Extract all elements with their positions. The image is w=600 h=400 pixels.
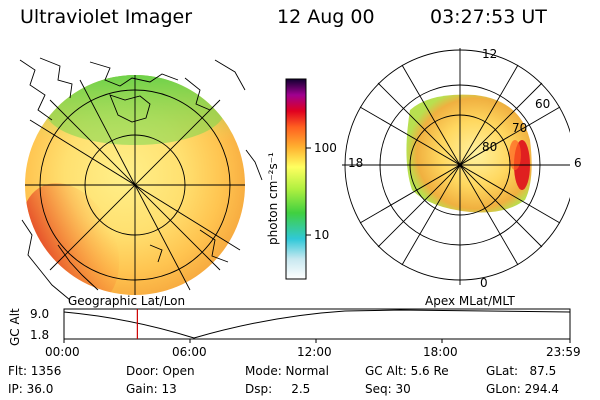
color-scale-bar	[285, 78, 307, 280]
alt-xtick-0600: 06:00	[172, 345, 207, 359]
colorbar-tick-100: 100	[314, 141, 337, 155]
status-ip: IP: 36.0	[8, 382, 54, 396]
mlat-label-70: 70	[512, 121, 528, 135]
alt-ytick-high: 9.0	[30, 307, 50, 321]
status-door: Door: Open	[126, 364, 195, 378]
image-date: 12 Aug 00	[277, 6, 375, 28]
apex-caption: Apex MLat/MLT	[425, 294, 515, 308]
alt-xtick-0000: 00:00	[45, 345, 80, 359]
alt-ytick-low: 1.8	[30, 328, 50, 342]
mlat-label-60: 60	[535, 97, 551, 111]
geographic-caption: Geographic Lat/Lon	[68, 294, 186, 308]
status-glat: GLat: 87.5	[486, 364, 557, 378]
status-seq: Seq: 30	[365, 382, 411, 396]
alt-xtick-1800: 18:00	[423, 345, 458, 359]
imager-title: Ultraviolet Imager	[20, 6, 193, 28]
coastlines	[19, 57, 263, 301]
colorbar-tick-10: 10	[314, 228, 330, 242]
colorbar-unit-label: photon cm⁻²s⁻¹	[266, 152, 280, 245]
geographic-globe	[19, 57, 263, 301]
mlt-label-0: 0	[480, 276, 488, 290]
status-flt: Flt: 1356	[8, 364, 62, 378]
geo-grid	[25, 75, 245, 295]
status-gain: Gain: 13	[126, 382, 177, 396]
alt-xtick-2359: 23:59	[546, 345, 581, 359]
status-gcalt: GC Alt: 5.6 Re	[365, 364, 449, 378]
magnetic-polar-plot	[342, 48, 570, 285]
mlt-label-12: 12	[482, 47, 498, 61]
mlt-label-6: 6	[574, 156, 582, 170]
image-time: 03:27:53 UT	[430, 6, 547, 28]
mlat-label-80: 80	[482, 140, 498, 154]
status-mode: Mode: Normal	[245, 364, 329, 378]
altitude-plot	[63, 308, 571, 343]
mlt-label-18: 18	[348, 156, 364, 170]
status-dsp: Dsp: 2.5	[245, 382, 311, 396]
alt-ylabel: GC Alt	[8, 308, 22, 346]
status-glon: GLon: 294.4	[486, 382, 559, 396]
alt-xtick-1200: 12:00	[297, 345, 332, 359]
